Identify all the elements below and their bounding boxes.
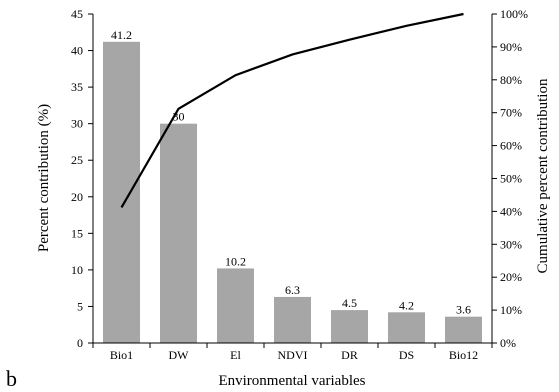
- x-tick-label-ds: DS: [399, 348, 414, 362]
- data-label-bio1: 41.2: [111, 28, 132, 42]
- right-y-tick-label: 90%: [500, 40, 522, 54]
- bars-layer: [103, 41, 482, 344]
- left-y-tick-label: 0: [77, 336, 83, 350]
- data-label-bio12: 3.6: [456, 303, 471, 317]
- x-tick-label-el: El: [230, 348, 241, 362]
- left-y-tick-label: 20: [71, 190, 83, 204]
- bar-ds: [388, 312, 425, 343]
- cumulative-line: [120, 12, 464, 209]
- bar-el: [217, 268, 254, 343]
- right-y-tick-label: 70%: [500, 106, 522, 120]
- left-y-tick-label: 45: [71, 7, 83, 21]
- left-y-tick-label: 25: [71, 153, 83, 167]
- right-y-tick-label: 10%: [500, 303, 522, 317]
- right-y-tick-label: 30%: [500, 237, 522, 251]
- data-label-el: 10.2: [225, 254, 246, 268]
- data-label-dr: 4.5: [342, 296, 357, 310]
- data-label-ds: 4.2: [399, 298, 414, 312]
- left-y-tick-label: 40: [71, 44, 83, 58]
- ticks-layer: [88, 13, 497, 348]
- left-y-axis-title: Percent contribution (%): [36, 104, 52, 252]
- data-label-ndvi: 6.3: [285, 283, 300, 297]
- x-tick-label-bio1: Bio1: [110, 348, 133, 362]
- bar-bio1: [103, 41, 140, 343]
- right-y-tick-label: 50%: [500, 172, 522, 186]
- panel-label: b: [6, 366, 17, 391]
- right-y-axis-title: Cumulative percent contribution: [535, 78, 551, 273]
- left-y-tick-label: 15: [71, 226, 83, 240]
- x-tick-label-dw: DW: [169, 348, 190, 362]
- left-y-tick-label: 35: [71, 80, 83, 94]
- x-tick-label-dr: DR: [341, 348, 358, 362]
- bar-dw: [160, 123, 197, 344]
- x-axis-title: Environmental variables: [218, 373, 365, 389]
- left-y-tick-label: 30: [71, 117, 83, 131]
- right-y-tick-label: 40%: [500, 204, 522, 218]
- right-y-tick-label: 20%: [500, 270, 522, 284]
- x-tick-label-bio12: Bio12: [449, 348, 478, 362]
- x-tick-label-ndvi: NDVI: [278, 348, 308, 362]
- right-y-tick-label: 80%: [500, 73, 522, 87]
- bar-ndvi: [274, 296, 311, 343]
- cumulative-line-layer: [120, 12, 464, 209]
- right-y-tick-label: 0%: [500, 336, 516, 350]
- labels-layer: 41.2 30 10.2 6.3 4.5 4.2 3.6 0 5 10 15 20 25 30 35 40 45…: [71, 7, 528, 362]
- data-label-dw: 30: [173, 110, 185, 124]
- bar-bio12: [445, 316, 482, 343]
- bar-dr: [331, 310, 368, 343]
- right-y-tick-label: 60%: [500, 139, 522, 153]
- right-y-tick-label: 100%: [500, 7, 528, 21]
- left-y-tick-label: 5: [77, 299, 83, 313]
- left-y-tick-label: 10: [71, 263, 83, 277]
